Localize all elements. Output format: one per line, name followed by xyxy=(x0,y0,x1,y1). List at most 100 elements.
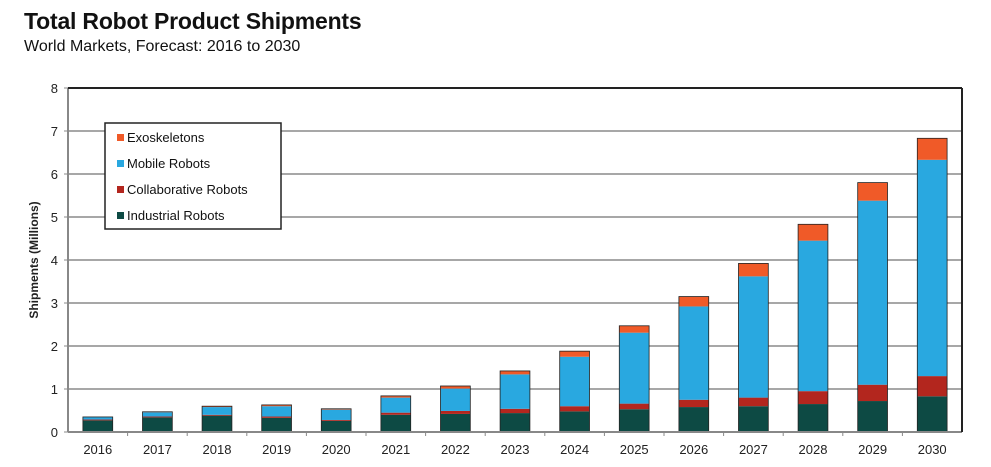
bar-exoskeletons-2026 xyxy=(678,296,709,307)
y-tick-label: 3 xyxy=(51,296,58,311)
x-tick-label: 2018 xyxy=(203,442,232,457)
bar-exoskeletons-2027 xyxy=(738,263,769,277)
x-tick-label: 2027 xyxy=(739,442,768,457)
bar-collaborative-robots-2023 xyxy=(500,408,530,414)
bar-industrial-robots-2024 xyxy=(559,411,590,432)
y-axis-label: Shipments (Millions) xyxy=(27,201,41,318)
bar-industrial-robots-2016 xyxy=(82,420,113,432)
bar-exoskeletons-2020 xyxy=(321,408,352,410)
bar-collaborative-robots-2028 xyxy=(798,391,828,405)
y-tick-label: 5 xyxy=(51,210,58,225)
y-tick-label: 6 xyxy=(51,167,58,182)
bar-industrial-robots-2023 xyxy=(500,413,530,432)
bar-mobile-robots-2016 xyxy=(82,416,113,420)
bar-collaborative-robots-2024 xyxy=(559,406,590,412)
bar-mobile-robots-2029 xyxy=(857,200,888,385)
bar-mobile-robots-2024 xyxy=(559,356,590,407)
bar-industrial-robots-2026 xyxy=(678,407,709,432)
bar-exoskeletons-2018 xyxy=(202,406,232,408)
x-tick-label: 2019 xyxy=(262,442,291,457)
chart-title: Total Robot Product Shipments xyxy=(24,8,362,34)
bar-collaborative-robots-2017 xyxy=(142,416,173,418)
bar-mobile-robots-2017 xyxy=(142,412,173,417)
legend-swatch-collaborative-robots xyxy=(117,186,124,193)
bar-industrial-robots-2029 xyxy=(857,401,888,432)
y-tick-label: 8 xyxy=(51,81,58,96)
legend-label-collaborative-robots: Collaborative Robots xyxy=(127,182,248,197)
x-tick-labels: 2016 2017 2018 2019 2020 2021 2022 2023 2024 2025… xyxy=(83,442,946,457)
bar-mobile-robots-2027 xyxy=(738,276,769,398)
bar-mobile-robots-2019 xyxy=(261,406,292,417)
axes xyxy=(67,87,963,436)
bar-exoskeletons-2023 xyxy=(500,370,530,375)
bar-mobile-robots-2030 xyxy=(917,159,948,377)
x-tick-label: 2017 xyxy=(143,442,172,457)
bar-industrial-robots-2027 xyxy=(738,406,769,432)
bar-industrial-robots-2020 xyxy=(321,420,352,432)
x-tick-label: 2016 xyxy=(83,442,112,457)
legend-swatch-industrial-robots xyxy=(117,212,124,219)
y-tick-label: 7 xyxy=(51,124,58,139)
bar-collaborative-robots-2027 xyxy=(738,397,769,407)
x-tick-label: 2021 xyxy=(381,442,410,457)
bar-collaborative-robots-2016 xyxy=(82,419,113,421)
bar-industrial-robots-2030 xyxy=(917,396,948,432)
x-tick-label: 2022 xyxy=(441,442,470,457)
bar-industrial-robots-2028 xyxy=(798,404,828,432)
legend-label-exoskeletons: Exoskeletons xyxy=(127,130,205,145)
y-tick-labels: 0 1 2 3 4 5 6 7 8 xyxy=(51,81,58,440)
bar-mobile-robots-2026 xyxy=(678,306,709,400)
bar-industrial-robots-2019 xyxy=(261,417,292,432)
y-tick-label: 4 xyxy=(51,253,58,268)
bar-mobile-robots-2022 xyxy=(440,388,471,411)
bar-mobile-robots-2020 xyxy=(321,409,352,420)
x-tick-label: 2024 xyxy=(560,442,589,457)
bar-collaborative-robots-2029 xyxy=(857,384,888,402)
x-tick-label: 2020 xyxy=(322,442,351,457)
bar-mobile-robots-2025 xyxy=(619,332,650,404)
bar-industrial-robots-2022 xyxy=(440,413,471,432)
x-tick-label: 2025 xyxy=(620,442,649,457)
legend-swatch-exoskeletons xyxy=(117,134,124,141)
x-tick-label: 2029 xyxy=(858,442,887,457)
y-tick-label: 2 xyxy=(51,339,58,354)
bar-exoskeletons-2029 xyxy=(857,182,888,201)
y-tick-label: 0 xyxy=(51,425,58,440)
bar-industrial-robots-2025 xyxy=(619,409,650,432)
legend-label-mobile-robots: Mobile Robots xyxy=(127,156,211,171)
bar-collaborative-robots-2019 xyxy=(261,416,292,418)
bar-collaborative-robots-2022 xyxy=(440,410,471,414)
bar-exoskeletons-2028 xyxy=(798,224,828,241)
legend-box xyxy=(104,122,282,230)
bar-exoskeletons-2021 xyxy=(380,395,411,398)
bar-collaborative-robots-2021 xyxy=(380,412,411,415)
bar-exoskeletons-2025 xyxy=(619,325,650,333)
bar-industrial-robots-2018 xyxy=(202,415,232,432)
bar-industrial-robots-2021 xyxy=(380,414,411,432)
bar-collaborative-robots-2030 xyxy=(917,376,948,397)
y-tick-label: 1 xyxy=(51,382,58,397)
bar-collaborative-robots-2020 xyxy=(321,419,352,421)
bar-collaborative-robots-2018 xyxy=(202,414,232,416)
bar-exoskeletons-2030 xyxy=(917,138,948,160)
legend-label-industrial-robots: Industrial Robots xyxy=(127,208,225,223)
x-tick-label: 2026 xyxy=(679,442,708,457)
legend: Exoskeletons Mobile Robots Collaborative R… xyxy=(104,122,282,230)
bar-mobile-robots-2018 xyxy=(202,407,232,415)
bar-industrial-robots-2017 xyxy=(142,417,173,432)
bar-exoskeletons-2019 xyxy=(261,404,292,407)
x-tick-label: 2030 xyxy=(918,442,947,457)
x-tick-label: 2023 xyxy=(501,442,530,457)
legend-swatch-mobile-robots xyxy=(117,160,124,167)
bar-exoskeletons-2022 xyxy=(440,385,471,389)
x-tick-label: 2028 xyxy=(799,442,828,457)
bar-collaborative-robots-2026 xyxy=(678,399,709,408)
bar-mobile-robots-2028 xyxy=(798,240,828,392)
bar-mobile-robots-2023 xyxy=(500,374,530,409)
bar-mobile-robots-2021 xyxy=(380,397,411,413)
bar-collaborative-robots-2025 xyxy=(619,403,650,410)
bar-exoskeletons-2024 xyxy=(559,351,590,357)
chart-subtitle: World Markets, Forecast: 2016 to 2030 xyxy=(24,38,301,55)
bars xyxy=(82,137,948,433)
